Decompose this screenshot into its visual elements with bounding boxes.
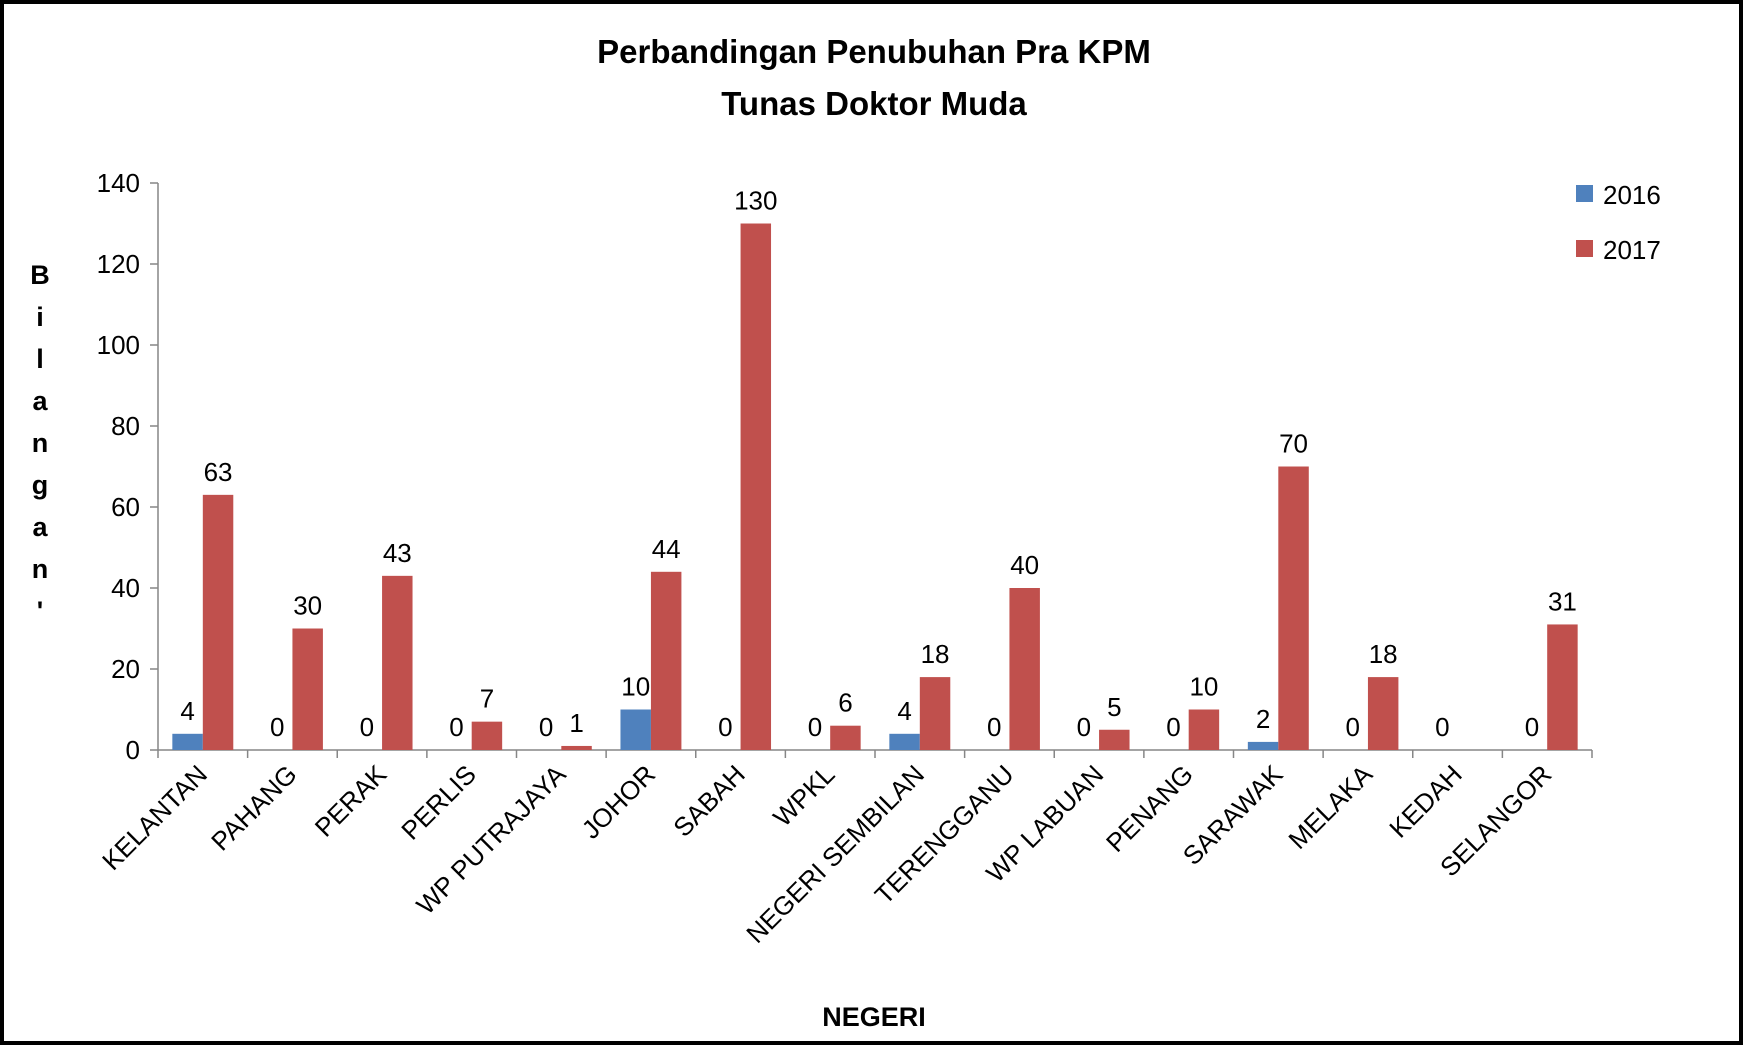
data-label: 18 [921, 639, 950, 669]
bar [471, 721, 503, 750]
y-tick-label: 120 [97, 249, 140, 279]
data-label: 6 [838, 688, 852, 718]
bar [1247, 741, 1279, 750]
bar [740, 223, 772, 750]
y-tick-label: 0 [126, 735, 140, 765]
data-label: 0 [1166, 712, 1180, 742]
data-label: 63 [204, 457, 233, 487]
data-label: 0 [1435, 712, 1449, 742]
y-tick-label: 60 [111, 492, 140, 522]
bar [382, 575, 413, 750]
legend-swatch [1576, 240, 1593, 257]
y-tick-label: 100 [97, 330, 140, 360]
x-axis-label: NEGERI [822, 1002, 926, 1032]
data-label: 0 [1077, 712, 1091, 742]
data-label: 44 [652, 534, 681, 564]
y-tick-label: 40 [111, 573, 140, 603]
data-label: 0 [987, 712, 1001, 742]
data-label: 10 [621, 672, 650, 702]
bar [202, 494, 234, 750]
y-tick-label: 20 [111, 654, 140, 684]
legend-label: 2017 [1603, 235, 1661, 265]
y-axis-label: Bilangan' [25, 260, 55, 638]
data-label: 4 [897, 696, 911, 726]
bar [620, 709, 651, 750]
bar [1367, 677, 1399, 750]
bar [1009, 588, 1040, 750]
bar [1188, 709, 1220, 750]
data-label: 10 [1189, 672, 1218, 702]
data-label: 0 [270, 712, 284, 742]
bar [1278, 466, 1309, 750]
data-label: 0 [539, 712, 553, 742]
bar [830, 725, 861, 750]
data-label: 7 [480, 684, 494, 714]
legend-swatch [1576, 185, 1593, 202]
data-label: 40 [1010, 550, 1039, 580]
data-label: 0 [718, 712, 732, 742]
data-label: 70 [1279, 429, 1308, 459]
bar [292, 628, 323, 750]
data-label: 18 [1369, 639, 1398, 669]
data-label: 5 [1107, 692, 1121, 722]
data-label: 2 [1256, 704, 1270, 734]
bar [1547, 624, 1578, 750]
data-label: 0 [1525, 712, 1539, 742]
legend-label: 2016 [1603, 180, 1661, 210]
data-label: 4 [180, 696, 194, 726]
chart-title: Perbandingan Penubuhan Pra KPM [597, 33, 1151, 70]
bar [650, 571, 682, 750]
data-label: 0 [1345, 712, 1359, 742]
data-label: 0 [449, 712, 463, 742]
bar [919, 677, 951, 750]
bar [172, 733, 203, 750]
chart-title: Tunas Doktor Muda [721, 85, 1027, 122]
bar [561, 745, 592, 750]
y-tick-label: 80 [111, 411, 140, 441]
data-label: 31 [1548, 586, 1577, 616]
data-label: 43 [383, 538, 412, 568]
data-label: 1 [569, 708, 583, 738]
data-label: 30 [293, 591, 322, 621]
data-label: 130 [734, 186, 777, 216]
data-label: 0 [808, 712, 822, 742]
data-label: 0 [360, 712, 374, 742]
bar [1099, 729, 1130, 750]
bar [889, 733, 920, 750]
y-tick-label: 140 [97, 168, 140, 198]
